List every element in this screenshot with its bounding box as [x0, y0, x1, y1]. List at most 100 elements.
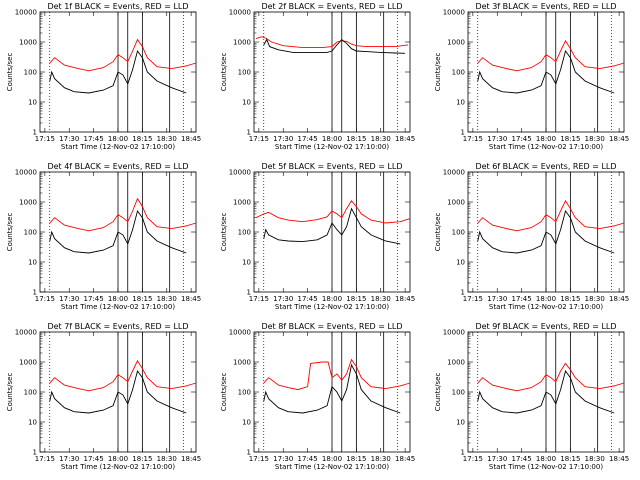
y-tick-label: 1 [461, 449, 465, 457]
chart-title: Det 9f BLACK = Events, RED = LLD [475, 322, 616, 331]
x-tick-label: 17:15 [35, 455, 55, 463]
x-tick-label: 18:30 [585, 135, 605, 143]
x-tick-label: 18:00 [322, 455, 342, 463]
y-tick-label: 1 [33, 289, 37, 297]
events-series-line [263, 207, 401, 245]
x-tick-label: 17:45 [298, 455, 318, 463]
events-series-line [477, 209, 615, 254]
y-axis-label: Counts/sec [6, 213, 14, 252]
x-tick-label: 17:15 [249, 455, 269, 463]
y-tick-label: 1000 [447, 199, 465, 207]
lld-series-line [477, 39, 625, 72]
x-tick-label: 18:45 [395, 455, 415, 463]
x-axis-label: Start Time (12-Nov-02 17:10:00) [275, 463, 389, 471]
x-tick-label: 18:15 [560, 135, 580, 143]
y-axis-label: Counts/sec [434, 373, 442, 412]
x-tick-label: 18:00 [536, 455, 556, 463]
y-tick-label: 100 [24, 389, 37, 397]
x-tick-label: 18:15 [132, 295, 152, 303]
chart-title: Det 3f BLACK = Events, RED = LLD [475, 2, 616, 11]
y-axis-label: Counts/sec [220, 213, 228, 252]
y-tick-label: 1 [247, 289, 251, 297]
x-tick-label: 17:45 [512, 295, 532, 303]
y-tick-label: 1000 [233, 199, 251, 207]
x-tick-label: 18:45 [181, 295, 201, 303]
x-tick-label: 17:15 [463, 295, 483, 303]
y-tick-label: 1000 [19, 39, 37, 47]
x-tick-label: 17:30 [273, 295, 293, 303]
x-tick-label: 18:30 [371, 135, 391, 143]
y-axis-label: Counts/sec [434, 213, 442, 252]
y-tick-label: 1000 [19, 199, 37, 207]
y-tick-label: 100 [452, 389, 465, 397]
x-tick-label: 18:30 [585, 455, 605, 463]
x-tick-label: 18:00 [108, 295, 128, 303]
x-tick-label: 18:45 [609, 455, 629, 463]
events-series-line [477, 369, 615, 414]
y-tick-label: 100 [238, 229, 251, 237]
lld-series-line [477, 199, 625, 232]
chart-panel-7: Det 7f BLACK = Events, RED = LLD 17:15 17:… [6, 322, 201, 471]
chart-panel-6: Det 6f BLACK = Events, RED = LLD 17:15 17:… [434, 162, 629, 311]
x-tick-label: 17:30 [487, 455, 507, 463]
x-tick-label: 18:15 [560, 295, 580, 303]
y-tick-label: 10000 [15, 9, 37, 17]
lld-series-line [255, 200, 411, 224]
x-tick-label: 18:30 [157, 455, 177, 463]
x-tick-label: 18:30 [157, 135, 177, 143]
lld-series-line [263, 358, 411, 391]
y-tick-label: 1 [247, 129, 251, 137]
y-tick-label: 10 [242, 259, 251, 267]
y-tick-label: 100 [452, 229, 465, 237]
x-tick-label: 18:00 [536, 135, 556, 143]
chart-panel-1: Det 1f BLACK = Events, RED = LLD 17:15 17:… [6, 2, 201, 151]
x-tick-label: 17:30 [59, 295, 79, 303]
x-tick-label: 17:45 [84, 295, 104, 303]
x-tick-label: 17:15 [35, 295, 55, 303]
x-tick-label: 17:45 [84, 135, 104, 143]
y-axis-label: Counts/sec [6, 53, 14, 92]
x-tick-label: 18:15 [346, 135, 366, 143]
x-axis-label: Start Time (12-Nov-02 17:10:00) [275, 143, 389, 151]
y-tick-label: 1000 [447, 359, 465, 367]
x-tick-label: 18:00 [322, 135, 342, 143]
y-tick-label: 100 [238, 389, 251, 397]
x-tick-label: 17:45 [512, 135, 532, 143]
events-series-line [477, 49, 615, 94]
x-tick-label: 18:45 [181, 135, 201, 143]
chart-panel-5: Det 5f BLACK = Events, RED = LLD 17:15 17:… [220, 162, 415, 311]
x-axis-label: Start Time (12-Nov-02 17:10:00) [275, 303, 389, 311]
y-tick-label: 1000 [233, 359, 251, 367]
y-tick-label: 10000 [443, 169, 465, 177]
x-tick-label: 18:45 [181, 455, 201, 463]
x-axis-label: Start Time (12-Nov-02 17:10:00) [61, 463, 175, 471]
x-tick-label: 17:45 [298, 135, 318, 143]
chart-panel-3: Det 3f BLACK = Events, RED = LLD 17:15 17:… [434, 2, 629, 151]
chart-title: Det 7f BLACK = Events, RED = LLD [47, 322, 188, 331]
y-axis-label: Counts/sec [434, 53, 442, 92]
x-tick-label: 18:30 [585, 295, 605, 303]
lld-series-line [49, 359, 197, 392]
y-tick-label: 100 [24, 69, 37, 77]
y-tick-label: 10000 [229, 9, 251, 17]
y-tick-label: 100 [452, 69, 465, 77]
x-tick-label: 17:30 [273, 135, 293, 143]
x-tick-label: 18:15 [560, 455, 580, 463]
chart-panel-4: Det 4f BLACK = Events, RED = LLD 17:15 17:… [6, 162, 201, 311]
y-tick-label: 10 [28, 259, 37, 267]
y-tick-label: 100 [24, 229, 37, 237]
y-tick-label: 10 [28, 419, 37, 427]
x-tick-label: 17:30 [487, 295, 507, 303]
x-tick-label: 17:15 [35, 135, 55, 143]
x-axis-label: Start Time (12-Nov-02 17:10:00) [489, 143, 603, 151]
y-axis-label: Counts/sec [220, 53, 228, 92]
y-tick-label: 10000 [229, 329, 251, 337]
x-tick-label: 17:15 [463, 455, 483, 463]
x-tick-label: 18:00 [536, 295, 556, 303]
x-tick-label: 18:30 [371, 455, 391, 463]
x-tick-label: 18:00 [322, 295, 342, 303]
y-tick-label: 1 [461, 129, 465, 137]
y-tick-label: 10000 [443, 329, 465, 337]
chart-title: Det 5f BLACK = Events, RED = LLD [261, 162, 402, 171]
